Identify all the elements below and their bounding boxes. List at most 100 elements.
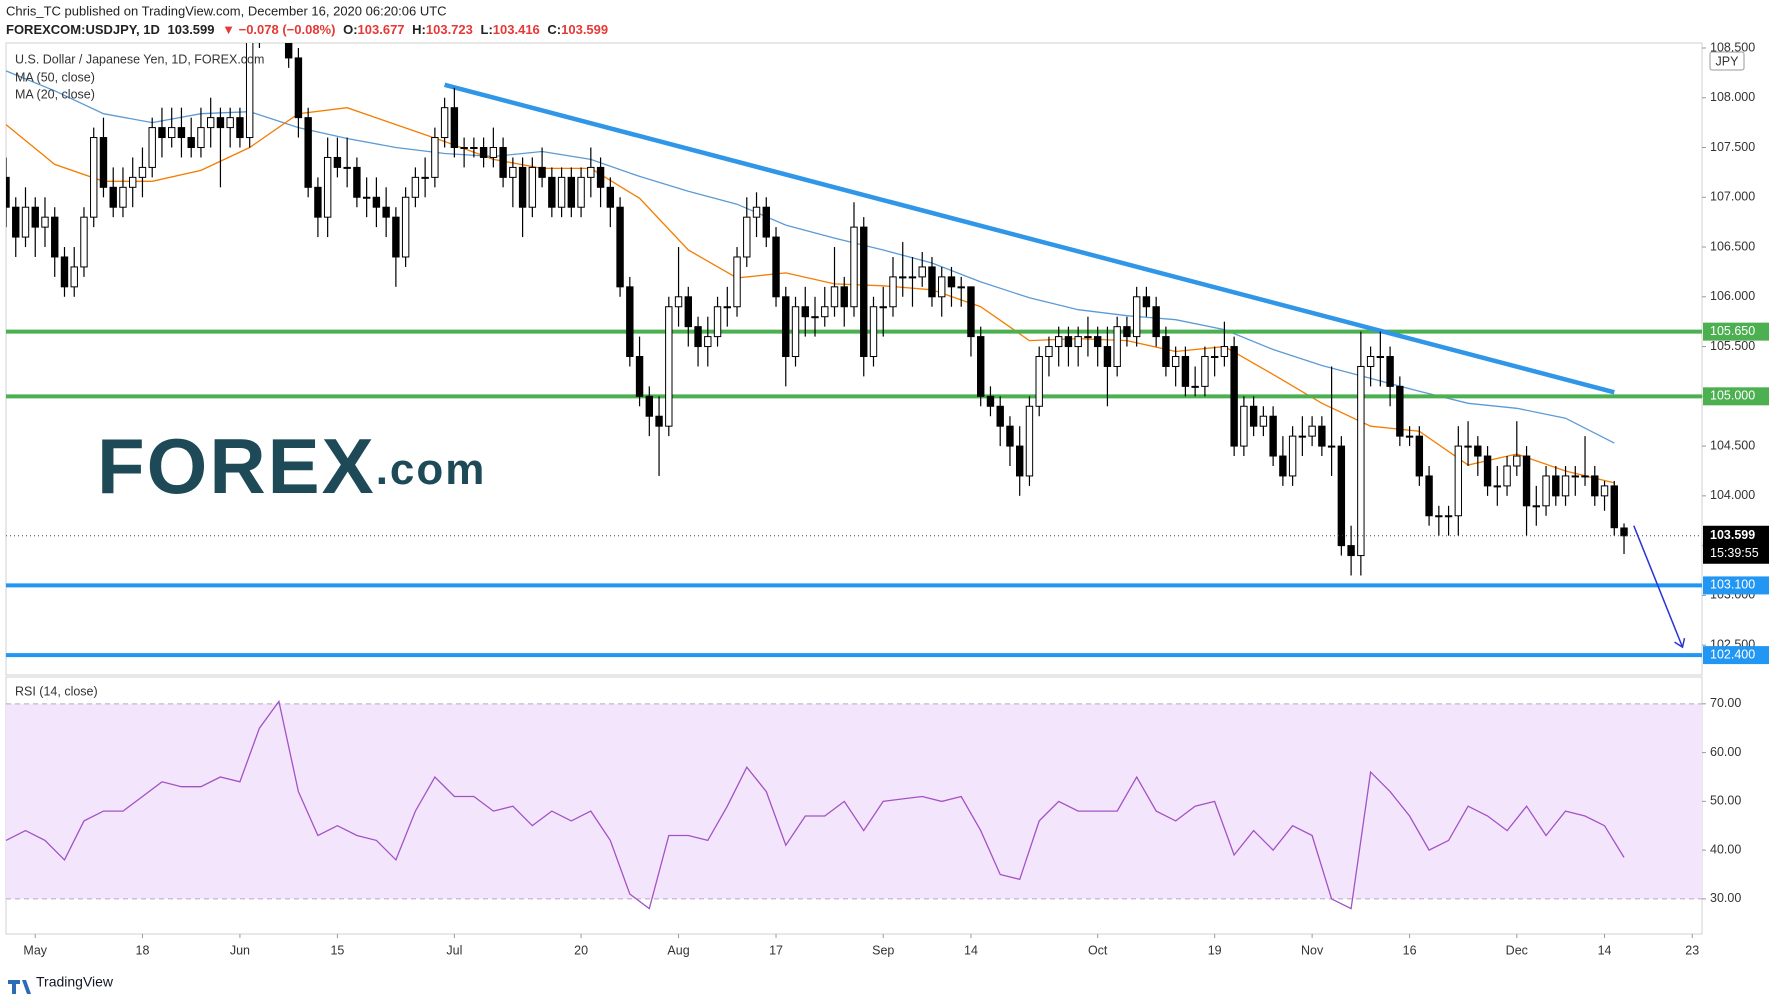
y-tick-label: 106.500 [1710,239,1755,253]
candle-body [1474,445,1482,457]
candle-body [821,306,829,318]
candle-body [382,206,390,218]
candle-body [723,306,731,309]
candle-body [168,127,176,139]
symbol-line: FOREXCOM:USDJPY, 1D 103.599 ▼ −0.078 (−0… [6,22,608,37]
y-tick-label: 105.500 [1710,339,1755,353]
x-tick-label: Jul [446,943,462,957]
candle-body [1435,515,1443,518]
candle-body [1152,306,1160,338]
candle-body [90,137,98,218]
candle-body [245,43,254,139]
candle-body [1201,356,1209,387]
arrow-head [1674,637,1686,649]
candle-body [1444,515,1453,518]
candle-body [1279,455,1287,477]
footer-icon [8,980,31,994]
candle-body [479,147,488,158]
candle-body [1396,385,1404,437]
candle-body [518,166,527,208]
y-tick-label: 107.500 [1710,140,1755,154]
candle-body [596,166,605,188]
candle-body [1425,475,1433,517]
candle-body [548,176,556,208]
candle-body [1357,365,1365,557]
candle-body [489,147,498,158]
candle-body [80,216,88,268]
candle-body [996,405,1004,427]
level-label: 103.100 [1710,578,1755,592]
candle-body [626,286,634,358]
candle-body [41,216,49,228]
symbol: FOREXCOM:USDJPY, 1D [6,22,160,37]
candle-body [908,276,917,279]
candle-body [1113,326,1121,367]
candle-body [1337,445,1346,547]
candle-body [1181,356,1190,387]
candle-body [1064,336,1073,348]
candle-body [187,137,195,149]
last-price-label: 103.599 [1710,528,1755,542]
candle-body [1288,435,1297,477]
x-tick-label: 23 [1685,943,1699,957]
candle-body [1581,475,1589,478]
h-label: H: [412,22,426,37]
candle-body [236,117,244,139]
candle-body [947,276,956,288]
candle-body [1191,385,1199,388]
candle-body [1415,435,1424,477]
candle-body [665,306,673,427]
candle-body [1610,485,1618,529]
candle-body [645,395,654,417]
level-label-box [1703,576,1769,595]
rsi-tick-label: 50.00 [1710,794,1741,808]
x-tick-label: May [23,943,47,957]
candle-body [362,196,371,199]
x-tick-label: 14 [964,943,978,957]
candle-body [1532,505,1540,508]
candle-body [158,127,166,139]
candle-body [216,117,225,129]
logo: FOREX.com [97,422,486,510]
candle-body [1240,405,1248,447]
main-frame [5,42,1703,676]
candle-body [1503,465,1511,487]
candle-body [899,276,907,279]
candle-body [1522,455,1531,507]
candle-body [752,206,761,218]
candle-body [850,226,858,308]
candle-body [12,206,20,238]
candle-body [129,176,137,188]
unit-box [1709,51,1745,71]
candle-body [1561,475,1570,497]
candle-body [1308,425,1316,437]
c-value: 103.599 [561,22,608,37]
footer-logo: TradingView [8,974,114,994]
candle-body [138,166,147,178]
candle-body [977,336,985,397]
candle-body [811,316,819,319]
axis-unit: JPY [1716,54,1740,68]
price-pane [6,43,1702,658]
y-tick-label: 106.000 [1710,289,1755,303]
o-value: 103.677 [358,22,405,37]
candle-body [782,296,790,358]
candle-body [1016,445,1024,477]
candle-body [1347,545,1355,557]
logo-suffix: .com [376,445,487,494]
candle-body [1513,455,1521,467]
candle-body [762,206,770,238]
candle-body [1171,356,1180,367]
candle-body [353,166,361,198]
candle-body [1591,475,1599,497]
y-tick-label: 104.000 [1710,488,1755,502]
y-tick-label: 107.000 [1710,190,1755,204]
candle-body [1142,296,1151,308]
candle-body [119,186,127,208]
candle-body [421,176,429,179]
rsi-tick-label: 30.00 [1710,891,1741,905]
candle-body [6,176,10,208]
candle-body [1464,445,1472,448]
candle-body [1230,346,1238,447]
